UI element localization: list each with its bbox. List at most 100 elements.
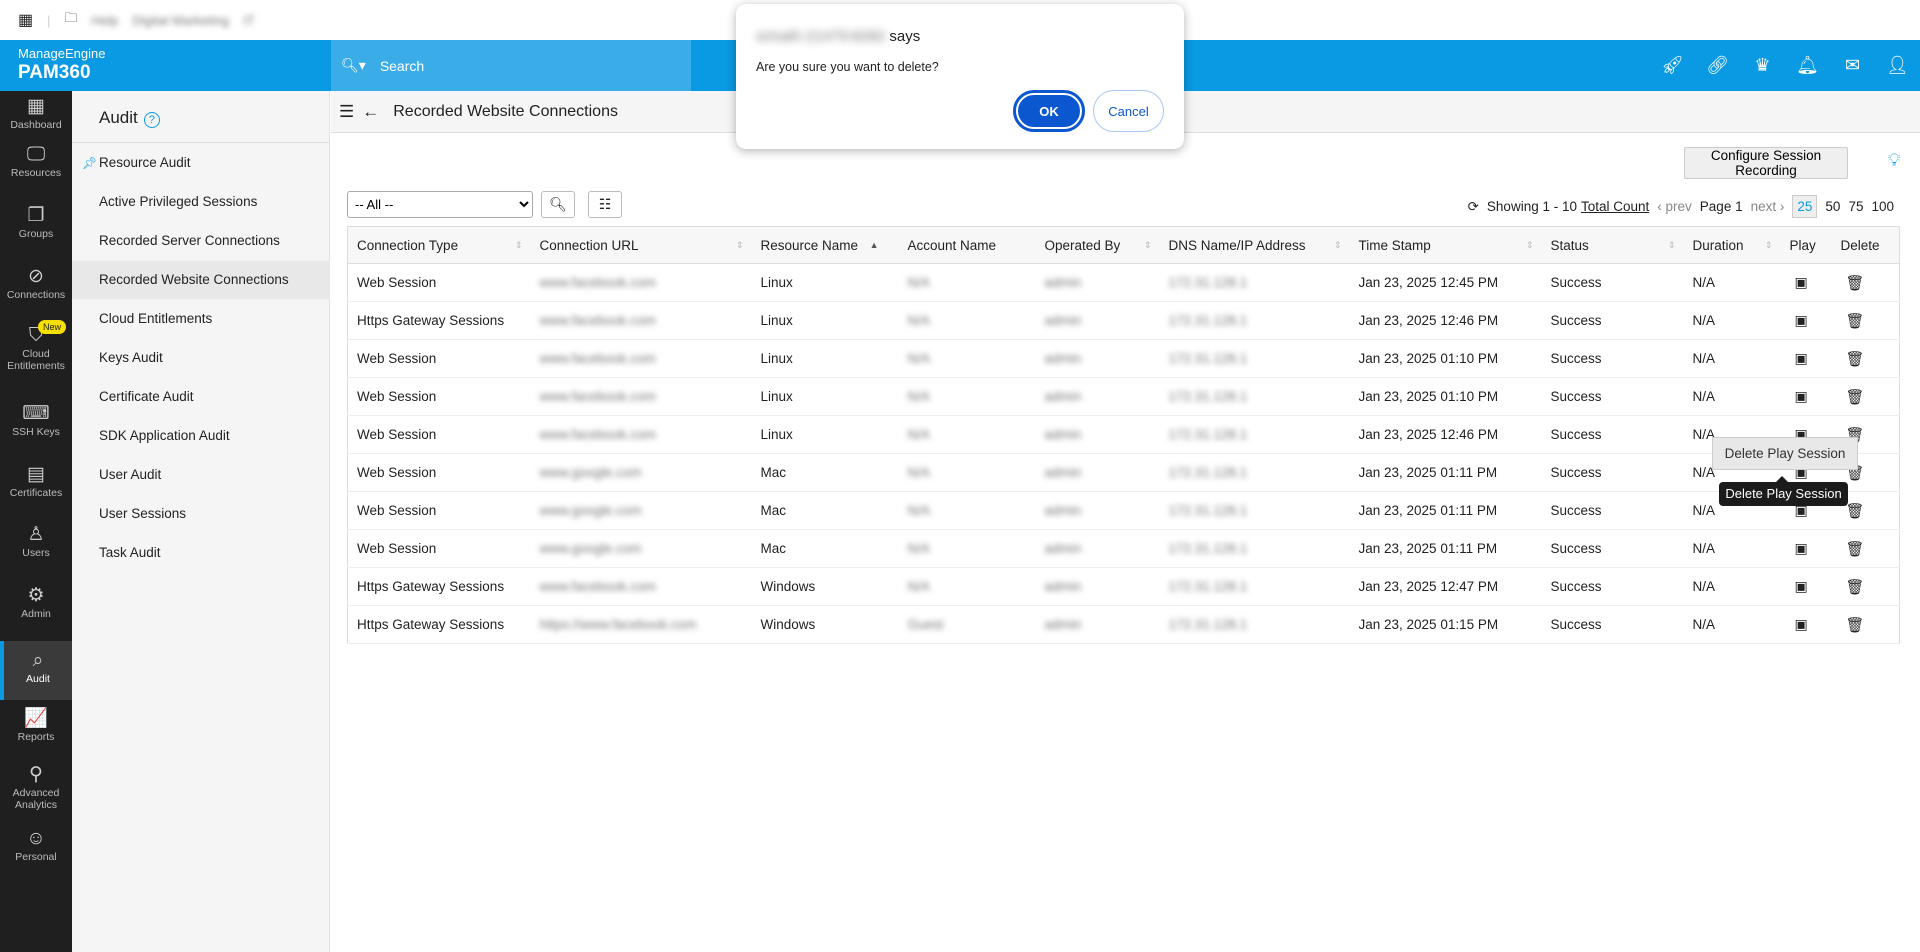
- sort-icon[interactable]: ⇕: [1333, 240, 1342, 250]
- trash-icon[interactable]: 🗑︎: [1845, 616, 1865, 634]
- crown-icon[interactable]: ♛: [1754, 55, 1771, 75]
- sidebar-item-recorded-server-connections[interactable]: Recorded Server Connections: [72, 222, 330, 260]
- bookmark-folder[interactable]: Help: [91, 12, 119, 28]
- cell-connection-type: Web Session: [347, 415, 531, 454]
- sidebar-item-task-audit[interactable]: Task Audit: [72, 534, 330, 572]
- list-icon: ☷: [598, 196, 612, 212]
- trash-icon[interactable]: 🗑︎: [1845, 274, 1865, 292]
- nav-label: Certificates: [9, 487, 63, 499]
- trash-icon[interactable]: 🗑︎: [1845, 578, 1865, 596]
- search-icon[interactable]: 🔍︎▾: [341, 57, 366, 73]
- search-input[interactable]: 🔍︎▾ Search: [331, 40, 691, 91]
- user-icon[interactable]: 👤︎: [1886, 55, 1909, 75]
- refresh-icon[interactable]: ⟳: [1467, 198, 1479, 214]
- nav-reports[interactable]: 📈 Reports: [0, 707, 72, 743]
- mail-icon[interactable]: ✉: [1844, 55, 1861, 75]
- cell-connection-url: www.google.com: [530, 453, 752, 492]
- sidebar-item-active-privileged-sessions[interactable]: Active Privileged Sessions: [72, 183, 330, 221]
- trash-icon[interactable]: 🗑︎: [1845, 540, 1865, 558]
- sidebar-title: Audit: [99, 108, 138, 127]
- page-size-50[interactable]: 50: [1825, 199, 1841, 214]
- play-icon[interactable]: ▣: [1794, 388, 1808, 404]
- cancel-button[interactable]: Cancel: [1093, 90, 1164, 132]
- rocket-icon[interactable]: 🚀︎: [1661, 55, 1684, 75]
- bookmark-folder[interactable]: IT: [243, 12, 255, 28]
- nav-connections[interactable]: ⊘ Connections: [0, 265, 72, 301]
- trash-icon[interactable]: 🗑︎: [1845, 350, 1865, 368]
- play-icon[interactable]: ▣: [1794, 578, 1808, 594]
- column-header[interactable]: Resource Name ▲: [751, 226, 899, 264]
- back-arrow-icon[interactable]: ←: [362, 101, 380, 121]
- sort-icon[interactable]: ⇕: [735, 240, 744, 250]
- column-chooser-button[interactable]: ☷: [588, 191, 622, 218]
- nav-advanced-analytics[interactable]: ⚲ Advanced Analytics: [0, 763, 72, 811]
- bell-icon[interactable]: 🔔︎: [1796, 55, 1819, 75]
- folder-icon[interactable]: 🗀: [64, 10, 78, 25]
- trash-icon[interactable]: 🗑︎: [1845, 312, 1865, 330]
- page-size-25[interactable]: 25: [1792, 195, 1818, 218]
- nav-personal[interactable]: ☺ Personal: [0, 827, 72, 863]
- ok-button[interactable]: OK: [1013, 90, 1085, 132]
- nav-audit[interactable]: ⌕ Audit: [0, 641, 72, 700]
- nav-groups[interactable]: ❐ Groups: [0, 204, 72, 240]
- nav-admin[interactable]: ⚙ Admin: [0, 584, 72, 620]
- sort-icon[interactable]: ⇕: [1764, 240, 1773, 250]
- sidebar-item-keys-audit[interactable]: Keys Audit: [72, 339, 330, 377]
- cell-status: Success: [1541, 605, 1684, 644]
- sidebar-item-user-sessions[interactable]: User Sessions: [72, 495, 330, 533]
- page-size-75[interactable]: 75: [1848, 199, 1864, 214]
- configure-session-recording-button[interactable]: Configure Session Recording: [1684, 147, 1848, 179]
- connection-type-filter[interactable]: -- All --: [347, 191, 533, 218]
- play-icon[interactable]: ▣: [1794, 616, 1808, 632]
- cell-dns-name-ip-address: 172.31.128.1: [1159, 301, 1350, 340]
- column-header[interactable]: DNS Name/IP Address ⇕: [1159, 226, 1350, 264]
- bookmark-folder[interactable]: Digital Marketing: [132, 12, 230, 28]
- pin-icon[interactable]: 📌︎: [82, 156, 98, 170]
- play-icon[interactable]: ▣: [1794, 350, 1808, 366]
- trash-icon[interactable]: 🗑︎: [1845, 502, 1865, 520]
- nav-label: Audit: [26, 673, 50, 685]
- cell-duration: N/A: [1683, 567, 1781, 606]
- column-header[interactable]: Duration ⇕: [1683, 226, 1781, 264]
- play-icon[interactable]: ▣: [1794, 540, 1808, 556]
- nav-ssh-keys[interactable]: ⌨ SSH Keys: [0, 402, 72, 438]
- sort-icon[interactable]: ⇕: [1143, 240, 1152, 250]
- sidebar-item-resource-audit[interactable]: 📌︎ Resource Audit: [72, 144, 330, 182]
- link-icon[interactable]: 🔗︎: [1706, 55, 1729, 75]
- play-icon[interactable]: ▣: [1794, 312, 1808, 328]
- logo[interactable]: ManageEngine PAM360: [18, 46, 105, 84]
- sidebar-item-sdk-application-audit[interactable]: SDK Application Audit: [72, 417, 330, 455]
- sort-icon[interactable]: ⇕: [1667, 240, 1676, 250]
- column-header[interactable]: Operated By ⇕: [1035, 226, 1160, 264]
- total-count-link[interactable]: Total Count: [1580, 199, 1650, 214]
- trash-icon[interactable]: 🗑︎: [1845, 388, 1865, 406]
- sidebar-item-cloud-entitlements[interactable]: Cloud Entitlements: [72, 300, 330, 338]
- column-header[interactable]: Connection Type ⇕: [347, 226, 531, 264]
- next-button[interactable]: next ›: [1750, 199, 1785, 214]
- search-button[interactable]: 🔍︎: [541, 191, 575, 218]
- nav-users[interactable]: ♙ Users: [0, 523, 72, 559]
- column-header[interactable]: Account Name: [898, 226, 1036, 264]
- nav-resources[interactable]: 🖵 Resources: [0, 143, 72, 179]
- sort-icon[interactable]: ⇕: [1525, 240, 1534, 250]
- prev-button[interactable]: ‹ prev: [1657, 199, 1692, 214]
- cell-time-stamp: Jan 23, 2025 01:11 PM: [1349, 453, 1542, 492]
- help-icon[interactable]: ?: [143, 112, 160, 128]
- column-header[interactable]: Connection URL ⇕: [530, 226, 752, 264]
- lightbulb-icon[interactable]: 💡︎: [1888, 150, 1901, 170]
- sort-icon[interactable]: ⇕: [514, 240, 523, 250]
- sort-icon[interactable]: ▲: [869, 240, 879, 250]
- nav-cloud-entitlements[interactable]: ⛉ Cloud Entitlements New: [0, 320, 72, 372]
- sidebar-item-certificate-audit[interactable]: Certificate Audit: [72, 378, 330, 416]
- play-icon[interactable]: ▣: [1794, 502, 1808, 518]
- nav-certificates[interactable]: ▤ Certificates: [0, 463, 72, 499]
- sidebar-item-recorded-website-connections[interactable]: Recorded Website Connections: [72, 261, 330, 299]
- column-header[interactable]: Time Stamp ⇕: [1349, 226, 1542, 264]
- sidebar-item-user-audit[interactable]: User Audit: [72, 456, 330, 494]
- menu-toggle-icon[interactable]: ☰: [339, 101, 355, 121]
- column-header[interactable]: Status ⇕: [1541, 226, 1684, 264]
- page-size-100[interactable]: 100: [1871, 199, 1894, 214]
- apps-grid-icon[interactable]: ▦: [18, 12, 34, 29]
- nav-dashboard[interactable]: ▦ Dashboard: [0, 95, 72, 131]
- play-icon[interactable]: ▣: [1794, 274, 1808, 290]
